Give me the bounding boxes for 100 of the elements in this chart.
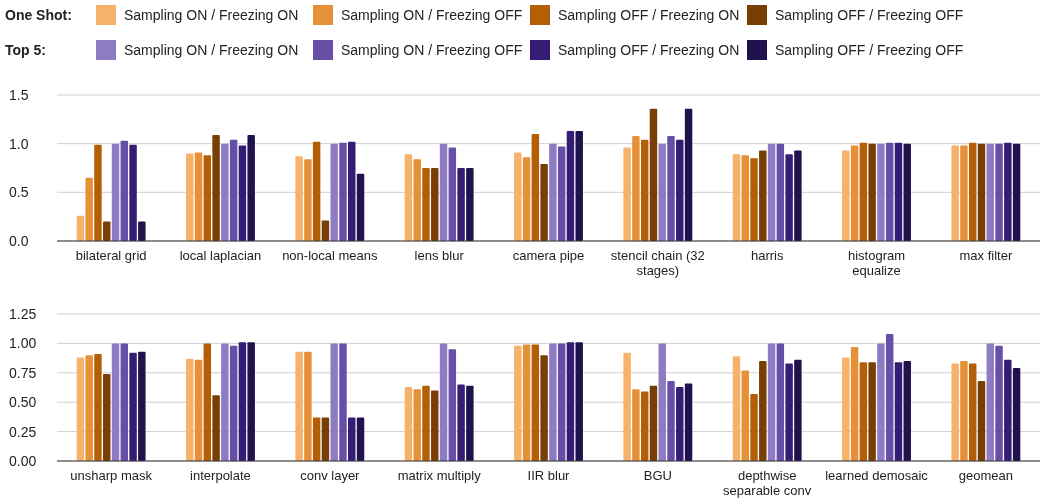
bar (776, 343, 785, 461)
bar (111, 343, 120, 461)
bar (212, 134, 220, 241)
bar (968, 363, 977, 461)
bar (531, 344, 540, 461)
bar (684, 383, 693, 461)
bar (120, 343, 129, 461)
bar (404, 154, 413, 241)
bar (894, 362, 903, 461)
bar (684, 108, 693, 241)
bar (413, 159, 421, 241)
text: One Shot: (5, 6, 72, 23)
bar (903, 361, 911, 461)
bar (94, 144, 102, 241)
bar (951, 363, 959, 461)
bar (413, 389, 421, 461)
bar (1004, 359, 1012, 461)
bar (76, 357, 85, 461)
bar (842, 150, 850, 241)
bar (457, 384, 465, 461)
bar (439, 343, 448, 461)
bar (903, 143, 911, 241)
bar (540, 355, 548, 461)
bar (94, 353, 102, 461)
bar (759, 150, 767, 241)
y-tick-label: 0.75 (9, 364, 37, 381)
bar (960, 145, 968, 241)
y-tick-label: 0.0 (9, 232, 29, 249)
bar (750, 393, 758, 461)
bar (632, 135, 640, 241)
x-tick-label: unsharp mask (70, 468, 153, 484)
bar (951, 145, 959, 241)
bar (885, 333, 894, 461)
bar (566, 131, 575, 241)
bar (759, 361, 767, 461)
x-tick-label: depthwise separable conv (723, 468, 812, 499)
bar (575, 342, 583, 461)
bar (977, 143, 986, 241)
bar (640, 139, 649, 241)
x-tick-label: interpolate (190, 468, 251, 484)
bar (229, 345, 238, 461)
bar (859, 362, 868, 461)
bar (448, 349, 457, 461)
bar (111, 143, 120, 241)
bar (767, 343, 776, 461)
bar (295, 156, 303, 241)
bar (623, 147, 631, 241)
bar (247, 134, 255, 241)
bar (194, 359, 203, 461)
bar (330, 343, 338, 461)
bar (194, 152, 203, 241)
bar (667, 135, 675, 241)
x-tick-label: bilateral grid (75, 248, 147, 264)
bar (741, 155, 749, 241)
bar (850, 346, 859, 461)
bar (794, 359, 802, 461)
x-tick-label: IIR blur (527, 468, 571, 484)
bar (304, 159, 312, 241)
bar (549, 343, 557, 461)
bar (247, 342, 255, 461)
y-tick-label: 1.25 (9, 305, 37, 322)
bar (658, 143, 666, 241)
bar (356, 173, 365, 241)
bar (623, 352, 631, 461)
bar (859, 142, 868, 241)
bar (312, 141, 321, 241)
x-tick-label: non-local means (282, 248, 378, 264)
bar (238, 145, 247, 241)
bar (549, 143, 557, 241)
y-tick-label: 0.5 (9, 184, 29, 201)
x-tick-label: BGU (643, 468, 672, 484)
bar (522, 157, 531, 241)
bar (676, 386, 684, 461)
bar (1004, 142, 1012, 241)
bar (667, 381, 675, 461)
x-tick-label: harris (750, 248, 784, 264)
bar (785, 363, 793, 461)
bar (986, 343, 994, 461)
x-tick-label: conv layer (300, 468, 361, 484)
bar (960, 361, 968, 461)
bar (977, 381, 986, 461)
bar (1012, 368, 1021, 461)
bar (676, 139, 684, 241)
bar (557, 343, 566, 461)
bar (439, 143, 448, 241)
x-tick-label: matrix multiply (397, 468, 482, 484)
bar (466, 385, 474, 461)
bar (422, 168, 430, 241)
bar (842, 357, 850, 461)
bar (894, 142, 903, 241)
bar (138, 351, 146, 461)
bar (295, 351, 303, 461)
bar (304, 351, 312, 461)
legend-label: Sampling OFF / Freezing OFF (775, 6, 964, 23)
bar (649, 108, 658, 241)
bar (85, 355, 93, 461)
bar (566, 342, 575, 461)
legend-label: Sampling ON / Freezing OFF (341, 41, 523, 58)
bar (995, 345, 1003, 461)
bar (557, 146, 566, 241)
